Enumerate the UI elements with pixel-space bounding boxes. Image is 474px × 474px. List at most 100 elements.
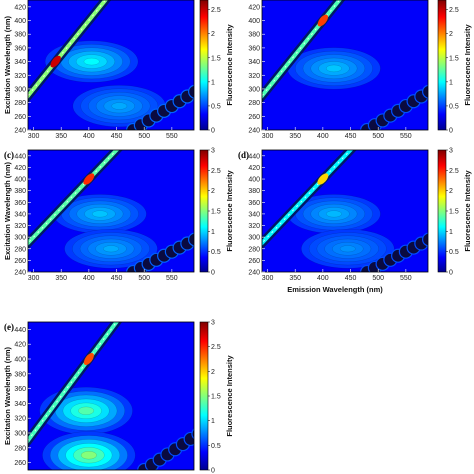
x-tick-label: 350 (289, 275, 301, 282)
eem-panel-1: 300 350 400 450 500 550 240 260 280 300 320 340 360 3… (3, 0, 234, 140)
y-tick-label: 300 (14, 235, 26, 242)
y-tick-label: 380 (14, 371, 26, 378)
colorbar-tick-label: 0 (211, 270, 215, 277)
y-tick-label: 340 (14, 59, 26, 66)
colorbar-tick-label: 2.5 (211, 168, 221, 175)
x-tick-label: 400 (317, 275, 329, 282)
y-axis-label: Excitation Wavelength (nm) (3, 346, 12, 445)
plot-frame (27, 149, 195, 273)
colorbar-tick-label: 1 (449, 79, 453, 86)
x-tick-label: 300 (262, 275, 274, 282)
y-tick-label: 340 (248, 59, 260, 66)
y-tick-label: 360 (248, 45, 260, 52)
x-tick-label: 300 (28, 133, 40, 140)
y-tick-label: 260 (14, 460, 26, 467)
fluorescence-peak (83, 57, 100, 66)
plot-frame (27, 321, 195, 471)
panel-label: (e) (4, 322, 14, 332)
x-tick-label: 350 (55, 275, 67, 282)
colorbar-tick-label: 0 (449, 270, 453, 277)
fluorescence-peak (111, 102, 128, 110)
colorbar-label: Fluorescence Intensity (463, 170, 472, 252)
y-tick-label: 380 (248, 32, 260, 39)
eem-panel-5: 260280300320340360380400420440Excitation… (3, 320, 234, 474)
second-order-scatter (191, 428, 194, 440)
colorbar-tick-label: 2 (211, 188, 215, 195)
rayleigh-peak (83, 173, 95, 185)
colorbar-tick-label: 1.5 (449, 209, 459, 216)
second-order-scatter (188, 84, 194, 99)
y-tick-label: 340 (14, 211, 26, 218)
plot-area (28, 322, 194, 470)
y-tick-label: 260 (248, 258, 260, 265)
y-tick-label: 360 (14, 200, 26, 207)
rayleigh-band (28, 150, 120, 246)
y-tick-label: 260 (14, 258, 26, 265)
plot-area (28, 0, 194, 130)
y-tick-label: 420 (248, 165, 260, 172)
second-order-scatter (188, 232, 194, 247)
y-tick-label: 420 (14, 165, 26, 172)
x-tick-label: 450 (345, 275, 357, 282)
y-tick-label: 400 (14, 18, 26, 25)
plot-frame (261, 0, 429, 131)
fluorescence-peak (91, 210, 108, 218)
y-tick-label: 320 (14, 416, 26, 423)
y-tick-label: 280 (14, 246, 26, 253)
y-tick-label: 400 (14, 357, 26, 364)
colorbar-tick-label: 1.5 (449, 55, 459, 62)
x-tick-label: 500 (372, 275, 384, 282)
x-tick-label: 550 (400, 133, 412, 140)
plot-area (262, 150, 428, 272)
y-tick-label: 320 (14, 73, 26, 80)
fluorescence-peak (103, 245, 119, 253)
rayleigh-ridge (262, 0, 341, 97)
y-tick-label: 360 (14, 386, 26, 393)
y-tick-label: 300 (248, 86, 260, 93)
x-tick-label: 300 (28, 275, 40, 282)
y-tick-label: 420 (14, 4, 26, 11)
y-tick-label: 360 (248, 200, 260, 207)
fluorescence-peak (78, 406, 95, 415)
fluorescence-peak (325, 64, 342, 73)
y-tick-label: 320 (14, 223, 26, 230)
colorbar-label: Fluorescence Intensity (225, 24, 234, 106)
plot-frame (27, 0, 195, 131)
second-order-scatter (183, 431, 194, 447)
x-tick-label: 400 (317, 133, 329, 140)
colorbar-tick-label: 0.5 (449, 249, 459, 256)
y-axis-label: Excitation Wavelength (nm) (3, 15, 12, 114)
y-tick-label: 340 (248, 211, 260, 218)
colorbar (199, 149, 209, 273)
rayleigh-band (262, 150, 354, 246)
colorbar-tick-label: 2.5 (449, 7, 459, 14)
colorbar-tick-label: 2 (211, 369, 215, 376)
colorbar-tick-label: 0 (449, 128, 453, 135)
x-tick-label: 550 (166, 275, 178, 282)
y-tick-label: 420 (248, 4, 260, 11)
colorbar-tick-label: 0.5 (211, 103, 221, 110)
colorbar-tick-label: 0 (211, 468, 215, 474)
y-tick-label: 380 (14, 32, 26, 39)
fluorescence-peak (325, 210, 342, 218)
colorbar-tick-label: 1 (211, 229, 215, 236)
colorbar-tick-label: 3 (211, 148, 215, 155)
colorbar-tick-label: 0.5 (211, 443, 221, 450)
colorbar-tick-label: 2.5 (211, 7, 221, 14)
x-tick-label: 300 (262, 133, 274, 140)
y-tick-label: 280 (14, 100, 26, 107)
rayleigh-peak (317, 14, 329, 27)
x-tick-label: 400 (83, 275, 95, 282)
y-tick-label: 260 (248, 114, 260, 121)
colorbar-tick-label: 2 (211, 31, 215, 38)
y-tick-label: 320 (248, 223, 260, 230)
colorbar (437, 0, 447, 131)
colorbar-tick-label: 0.5 (211, 249, 221, 256)
y-tick-label: 400 (14, 177, 26, 184)
y-axis-label: Excitation Wavelength (nm) (3, 161, 12, 260)
colorbar-tick-label: 3 (211, 320, 215, 327)
colorbar-tick-label: 1 (211, 418, 215, 425)
colorbar-label: Fluorescence Intensity (225, 170, 234, 252)
y-tick-label: 440 (14, 327, 26, 334)
